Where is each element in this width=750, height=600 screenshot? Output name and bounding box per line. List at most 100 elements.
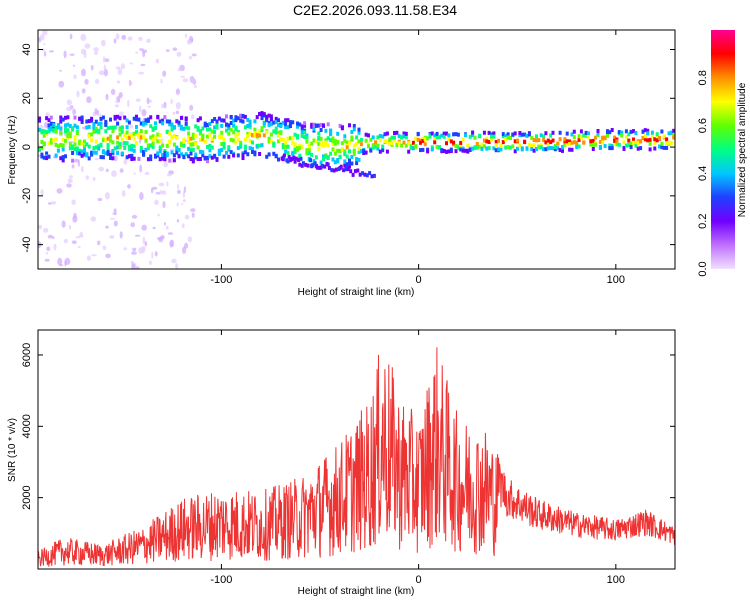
spectrogram-cell [492,134,496,139]
spectrogram-cell [156,139,160,144]
spectrogram-cell [393,131,396,135]
spectrogram-cell [473,135,477,140]
spectrogram-cell [350,161,354,166]
spectrogram-cell [101,115,105,120]
spectrogram-cell [582,133,586,138]
spectrogram-cell [236,132,240,137]
spectrogram-cell [198,131,202,136]
spectrogram-cell [87,124,91,129]
spectrogram-cell [206,123,209,127]
spectrogram-noise-cell [127,36,133,41]
spectrogram-cell [130,133,134,138]
spectrogram-cell [42,141,46,146]
spectrogram-cell [158,119,162,124]
spectrogram-cell [177,120,181,125]
spectrogram-cell [135,125,138,129]
spectrogram-cell [130,154,134,159]
spectrogram-cell [433,137,437,142]
spectrogram-cell [411,140,415,145]
spectrogram-cell [99,155,103,160]
spectrogram-cell [172,158,176,163]
spectrogram-noise-cell [165,49,170,52]
spectrogram-cell [520,146,524,151]
spectrogram-cell [220,130,224,135]
spectrogram-cell [206,134,209,139]
spectrogram-cell [551,146,555,151]
spectrogram-cell [494,140,498,144]
spectrogram-cell [104,129,108,134]
spectrogram-cell [356,168,360,173]
spectrogram-cell [312,122,316,127]
spectrogram-noise-cell [182,246,187,254]
spectrogram-cell [487,130,491,135]
spectrogram-cell [61,147,65,152]
spectrogram-cell [52,138,56,143]
spectrogram-cell [165,153,169,158]
spectrogram-cell [442,134,446,139]
spectrogram-noise-cell [58,80,65,88]
spectrogram-cell [120,137,124,142]
spectrogram-cell [579,129,583,134]
spectrogram-noise-cell [104,192,110,200]
spectrogram-cell [232,130,236,135]
spectrogram-cell [125,135,129,140]
spectrogram-cell [301,161,305,166]
spectrogram-cell [210,119,214,124]
spectrogram-cell [220,135,224,139]
spectrogram-cell [118,132,122,137]
spectrogram-cell [189,136,193,141]
spectrogram-cell [629,129,633,134]
spectrogram-cell [610,146,614,151]
spectrogram-cell [201,153,205,158]
spectrogram-cell [478,144,482,149]
spectrogram-cell [449,147,453,152]
spectrogram-cell [361,171,364,176]
spectrogram-cell [627,143,631,147]
spectrogram-cell [643,128,647,133]
spectrogram-noise-cell [139,164,143,173]
spectrogram-cell [338,155,342,159]
spectrogram-cell [632,140,635,145]
spectrogram-cell [175,135,179,140]
spectrogram-cell [639,139,643,144]
spectrogram-cell [248,146,252,151]
spectrogram-cell [234,134,238,139]
spectrogram-cell [184,152,188,157]
spectrogram-cell [78,148,82,153]
spectrogram-noise-cell [56,188,63,194]
spectrogram-cell [187,126,191,131]
spectrogram-cell [210,145,214,150]
spectrogram-cell [277,118,280,123]
spectrogram-cell [208,132,212,137]
spectrogram-cell [358,172,362,177]
spectrogram-cell [319,123,323,127]
spectrogram-cell [232,118,236,123]
spectrogram-cell [260,143,264,148]
spectrogram-cell [59,143,63,147]
spectrogram-noise-cell [138,36,143,42]
spectrogram-cell [419,148,422,153]
spectrogram-noise-cell [119,168,124,173]
spectrogram-cell [323,164,327,169]
spectrogram-cell [430,145,434,150]
spectrogram-cell [158,149,162,154]
spectrogram-noise-cell [146,97,150,105]
spectrogram-cell [177,154,181,159]
spectrogram-cell [109,117,112,122]
spectrogram-cell [272,143,276,148]
spectrogram-cell [613,135,617,140]
spectrogram-cell [342,168,346,173]
spectrogram-cell [331,147,335,152]
spectrogram-cell [435,131,439,136]
spectrogram-cell [331,139,335,144]
spectrogram-cell [189,151,193,156]
spectrogram-cell [196,145,200,150]
spectrogram-cell [49,115,53,120]
spectrogram-cell [253,133,257,138]
spectrogram-cell [241,152,245,157]
spectrogram-noise-cell [129,62,133,65]
spectrogram-noise-cell [69,33,73,40]
spectrogram-cell [596,129,600,133]
spectrogram-cell [137,117,141,122]
spectrogram-cell [258,111,262,116]
